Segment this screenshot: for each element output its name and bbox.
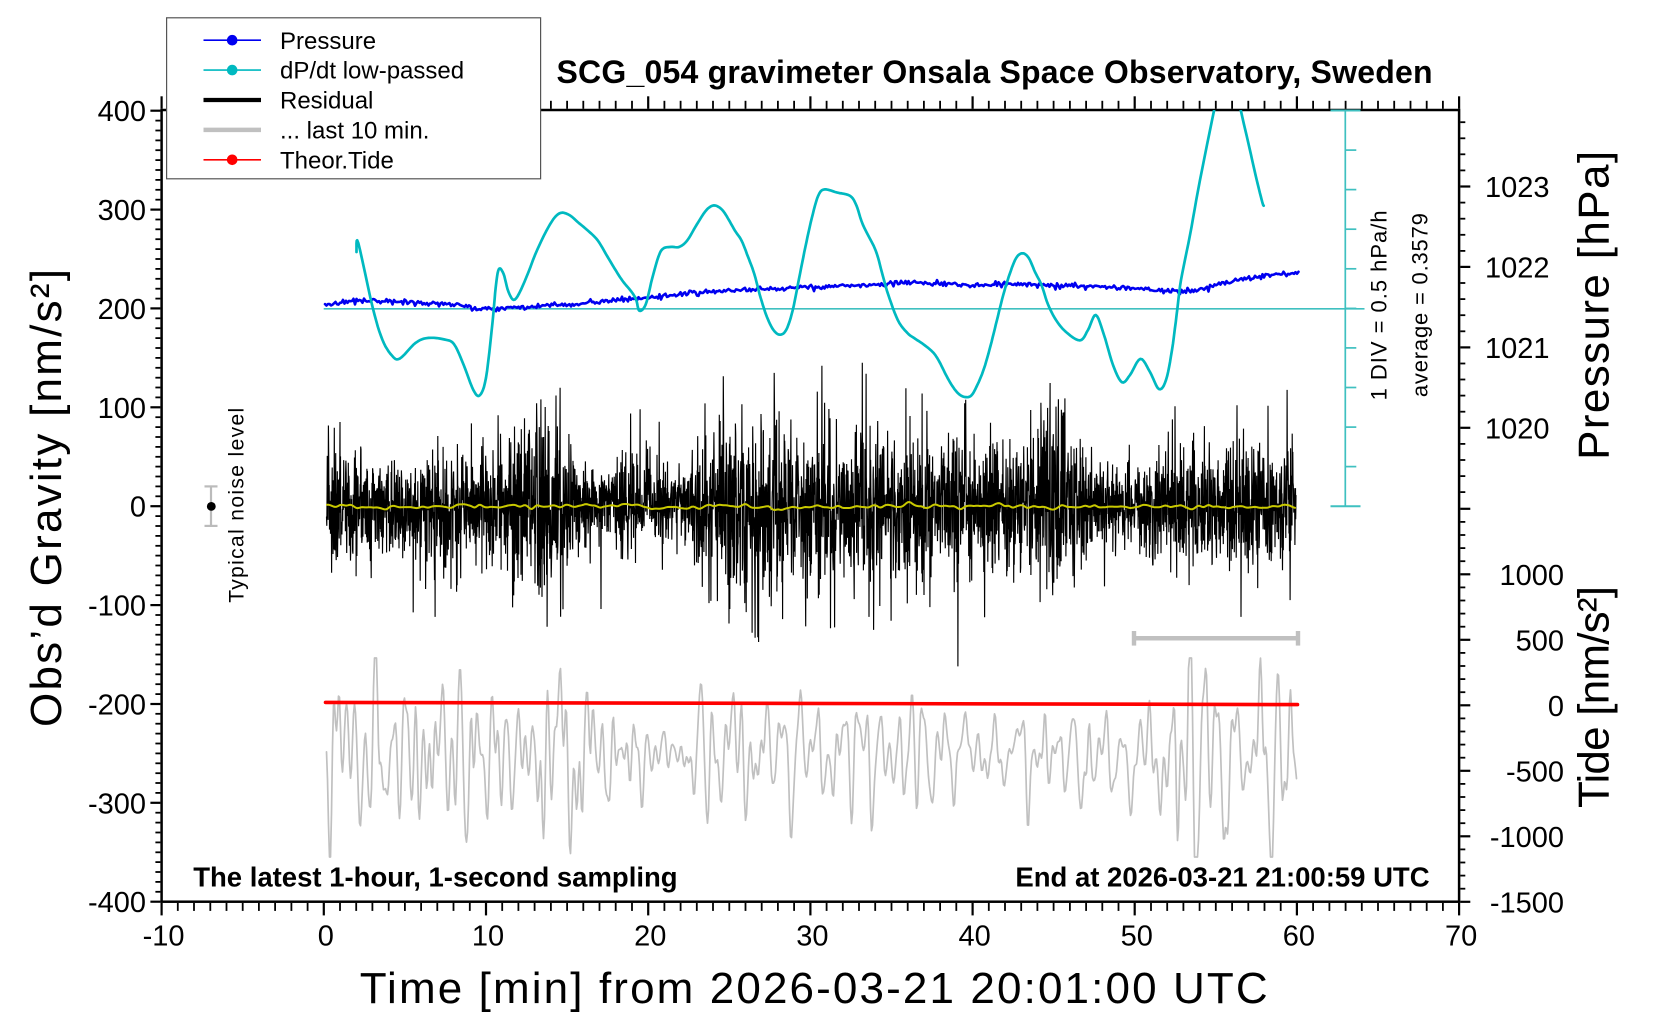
svg-text:1020: 1020	[1485, 413, 1550, 445]
svg-text:10: 10	[472, 921, 504, 953]
svg-text:400: 400	[98, 96, 146, 128]
svg-text:-300: -300	[88, 788, 146, 820]
svg-text:-200: -200	[88, 690, 146, 722]
svg-text:20: 20	[634, 921, 666, 953]
svg-text:0: 0	[318, 921, 334, 953]
svg-text:30: 30	[796, 921, 828, 953]
svg-text:Tide [nm/s²]: Tide [nm/s²]	[1569, 586, 1618, 808]
svg-text:1023: 1023	[1485, 172, 1550, 204]
svg-text:End at 2026-03-21 21:00:59 UTC: End at 2026-03-21 21:00:59 UTC	[1015, 861, 1429, 892]
svg-text:Obs’d Gravity [nm/s²]: Obs’d Gravity [nm/s²]	[22, 269, 71, 727]
svg-text:1022: 1022	[1485, 252, 1550, 284]
svg-text:70: 70	[1445, 921, 1477, 953]
svg-text:1021: 1021	[1485, 333, 1550, 365]
svg-text:Pressure [hPa]: Pressure [hPa]	[1569, 151, 1618, 460]
svg-text:-1500: -1500	[1490, 887, 1564, 919]
svg-text:Typical noise level: Typical noise level	[226, 408, 249, 603]
svg-text:1000: 1000	[1499, 560, 1564, 592]
svg-text:-400: -400	[88, 887, 146, 919]
svg-text:The latest 1-hour, 1-second sa: The latest 1-hour, 1-second sampling	[193, 861, 677, 892]
svg-text:Time [min] from 2026-03-21 20:: Time [min] from 2026-03-21 20:01:00 UTC	[360, 964, 1268, 1013]
svg-text:300: 300	[98, 195, 146, 227]
svg-text:Theor.Tide: Theor.Tide	[280, 147, 394, 174]
svg-text:100: 100	[98, 393, 146, 425]
svg-text:-10: -10	[143, 921, 185, 953]
svg-text:0: 0	[1548, 691, 1564, 723]
svg-text:average = 0.3579: average = 0.3579	[1408, 213, 1433, 397]
svg-text:-100: -100	[88, 591, 146, 623]
svg-text:SCG_054 gravimeter Onsala Spac: SCG_054 gravimeter Onsala Space Observat…	[557, 54, 1433, 90]
svg-text:500: 500	[1516, 625, 1564, 657]
svg-text:Residual: Residual	[280, 88, 373, 115]
svg-text:dP/dt low-passed: dP/dt low-passed	[280, 58, 464, 85]
svg-text:... last 10 min.: ... last 10 min.	[280, 118, 429, 145]
svg-text:60: 60	[1283, 921, 1315, 953]
svg-text:0: 0	[130, 492, 146, 524]
svg-text:40: 40	[958, 921, 990, 953]
svg-text:200: 200	[98, 294, 146, 326]
svg-text:50: 50	[1121, 921, 1153, 953]
svg-text:-1000: -1000	[1490, 822, 1564, 854]
svg-text:Pressure: Pressure	[280, 28, 376, 55]
svg-text:-500: -500	[1506, 756, 1564, 788]
svg-text:1 DIV = 0.5 hPa/h: 1 DIV = 0.5 hPa/h	[1367, 210, 1392, 400]
